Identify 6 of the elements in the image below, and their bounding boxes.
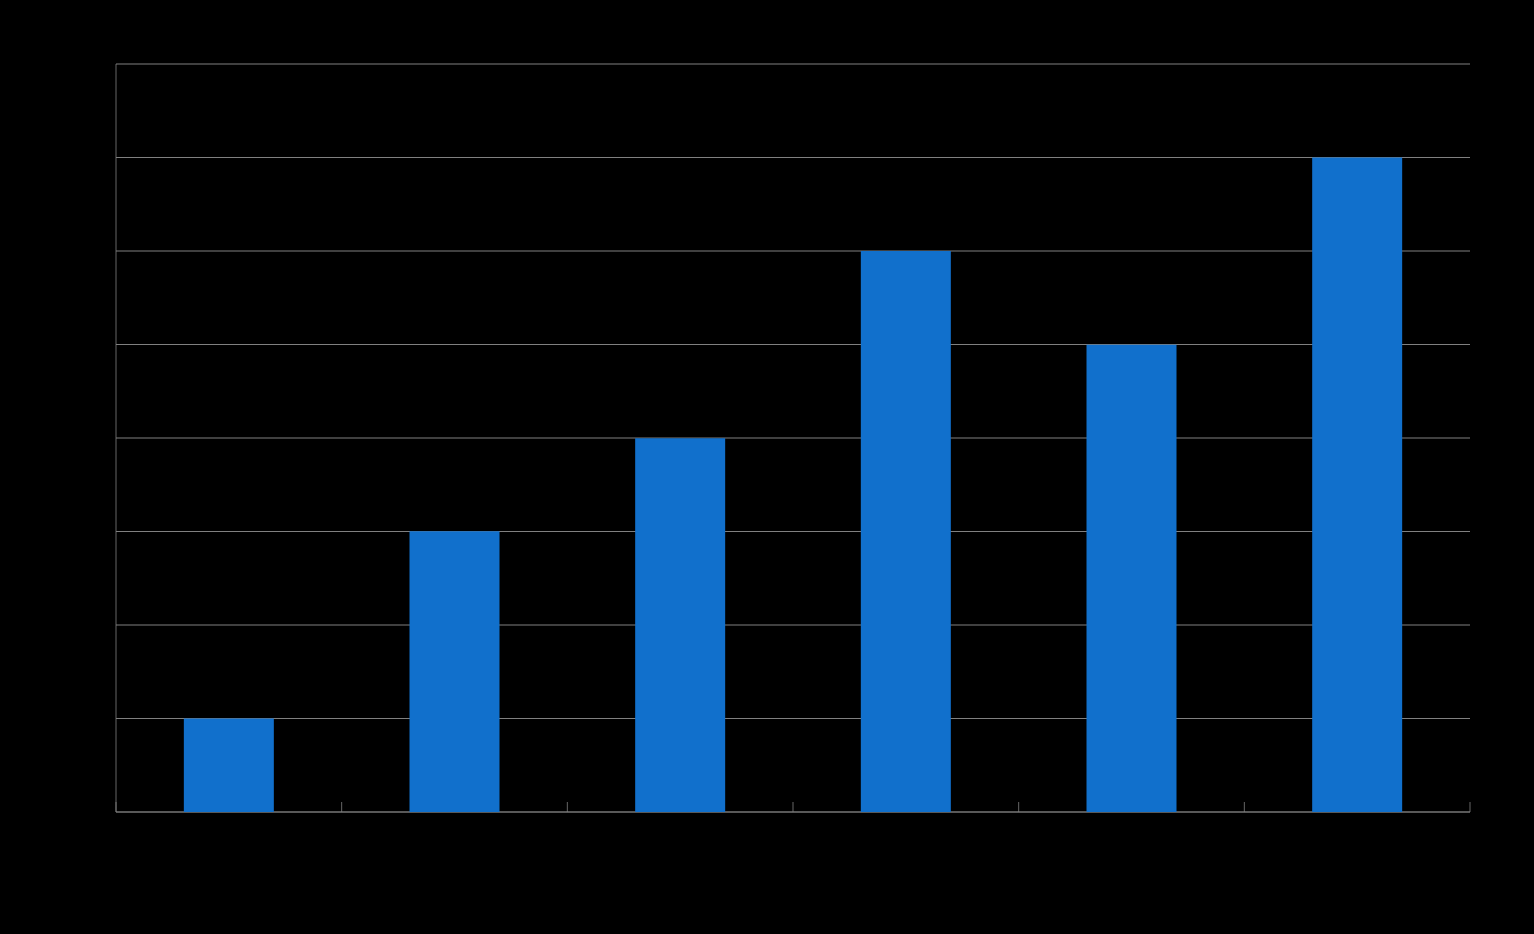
- bar: [1086, 344, 1177, 812]
- bar: [409, 531, 500, 812]
- bar: [635, 438, 726, 812]
- bar: [1312, 157, 1403, 812]
- bar: [183, 718, 274, 812]
- bar: [860, 251, 951, 812]
